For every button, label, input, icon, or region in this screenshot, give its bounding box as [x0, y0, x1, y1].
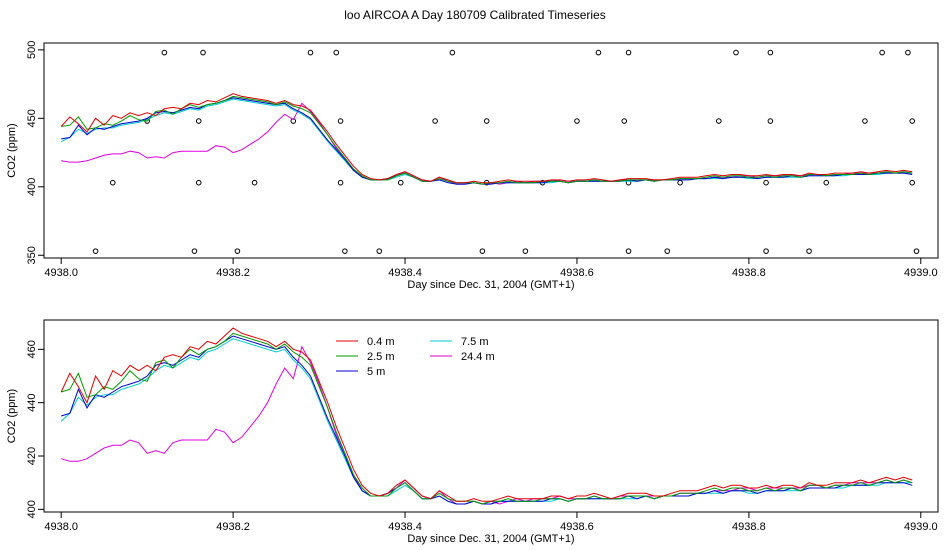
- data-point-marker: [806, 248, 812, 254]
- data-point-marker: [879, 49, 885, 56]
- x-tick-label: 4938.4: [388, 521, 422, 533]
- data-point-marker: [191, 248, 198, 254]
- data-point-marker: [483, 118, 490, 124]
- data-point-marker: [92, 248, 99, 254]
- data-point-marker: [909, 118, 916, 124]
- top-panel: 4938.0 4938.2 4938.4 4938.6 4938.8 4939.0 Day …: [6, 41, 939, 291]
- series-group: [60, 327, 913, 505]
- data-point-marker: [479, 248, 486, 254]
- series-line-7-5-m: [60, 338, 913, 505]
- x-tick-label: 4938.2: [216, 267, 250, 279]
- x-tick-label: 4939.0: [904, 521, 938, 533]
- x-tick-label: 4938.0: [44, 521, 78, 533]
- data-point-marker: [200, 49, 206, 56]
- legend: 0.4 m 2.5 m 5 m 7.5 m 24.4 m: [336, 336, 495, 378]
- series-line-7-5-m: [60, 98, 913, 185]
- y-tick-label: 460: [26, 340, 38, 358]
- data-point-marker: [862, 118, 868, 124]
- series-line-0-4-m: [60, 93, 913, 184]
- y-tick-label: 450: [26, 109, 38, 127]
- data-point-marker: [574, 118, 580, 124]
- bottom-panel: 4938.0 4938.2 4938.4 4938.6 4938.8 4939.0 Day …: [6, 319, 939, 545]
- legend-label: 5 m: [367, 366, 385, 378]
- data-point-marker: [376, 248, 383, 254]
- data-point-marker: [234, 248, 241, 254]
- x-axis-label: Day since Dec. 31, 2004 (GMT+1): [407, 279, 574, 291]
- data-point-marker: [909, 179, 916, 186]
- series-line-5-m: [61, 335, 913, 505]
- data-point-marker: [397, 179, 404, 186]
- data-point-marker: [337, 118, 344, 124]
- data-point-marker: [763, 248, 769, 254]
- data-point-marker: [677, 179, 683, 186]
- legend-label: 24.4 m: [461, 351, 495, 363]
- series-line-0-4-m: [60, 327, 913, 502]
- data-point-marker: [342, 248, 348, 254]
- plot-frame: [43, 42, 939, 259]
- y-tick-label: 400: [26, 500, 38, 518]
- x-axis-label: Day since Dec. 31, 2004 (GMT+1): [407, 533, 574, 545]
- y-tick-label: 440: [26, 393, 38, 411]
- data-point-marker: [337, 179, 344, 186]
- data-point-marker: [733, 49, 739, 56]
- y-axis-label: CO2 (ppm): [6, 123, 18, 177]
- data-point-marker: [195, 118, 202, 124]
- series-line-24-4-m: [61, 102, 913, 185]
- data-point-marker: [763, 179, 769, 186]
- series-line-2-5-m: [61, 95, 913, 185]
- data-point-marker: [767, 118, 774, 124]
- data-point-marker: [522, 248, 529, 254]
- x-tick-label: 4938.4: [388, 267, 422, 279]
- data-point-marker: [333, 49, 340, 56]
- x-tick-label: 4938.0: [44, 267, 78, 279]
- data-point-marker: [621, 118, 628, 124]
- plot-frame: [43, 319, 939, 513]
- x-tick-label: 4938.6: [560, 521, 594, 533]
- data-point-marker: [307, 49, 314, 56]
- data-point-marker: [432, 118, 438, 124]
- series-line-5-m: [61, 97, 913, 185]
- data-point-marker: [251, 179, 258, 186]
- x-tick-label: 4938.8: [732, 521, 766, 533]
- data-point-marker: [449, 49, 456, 56]
- y-tick-label: 500: [26, 41, 38, 59]
- data-point-marker: [905, 49, 911, 56]
- data-point-marker: [625, 248, 632, 254]
- y-axis-label: CO2 (ppm): [6, 389, 18, 443]
- x-tick-label: 4939.0: [904, 267, 938, 279]
- data-point-marker: [161, 49, 168, 56]
- data-point-marker: [913, 248, 920, 254]
- y-tick-label: 420: [26, 447, 38, 465]
- x-tick-label: 4938.6: [560, 267, 594, 279]
- data-point-marker: [823, 179, 830, 186]
- series-group: [60, 49, 920, 254]
- data-point-marker: [195, 179, 202, 186]
- legend-label: 7.5 m: [461, 336, 489, 348]
- data-point-marker: [109, 179, 116, 186]
- y-tick-label: 350: [26, 246, 38, 264]
- series-line-2-5-m: [61, 332, 913, 505]
- data-point-marker: [625, 49, 632, 56]
- data-point-marker: [664, 248, 671, 254]
- series-line-24-4-m: [61, 345, 913, 505]
- data-point-marker: [767, 49, 774, 56]
- x-tick-label: 4938.8: [732, 267, 766, 279]
- x-tick-label: 4938.2: [216, 521, 250, 533]
- data-point-marker: [715, 118, 722, 124]
- y-tick-label: 400: [26, 178, 38, 196]
- legend-label: 2.5 m: [367, 351, 395, 363]
- legend-label: 0.4 m: [367, 336, 395, 348]
- data-point-marker: [595, 49, 602, 56]
- chart-title: loo AIRCOA A Day 180709 Calibrated Times…: [344, 8, 606, 22]
